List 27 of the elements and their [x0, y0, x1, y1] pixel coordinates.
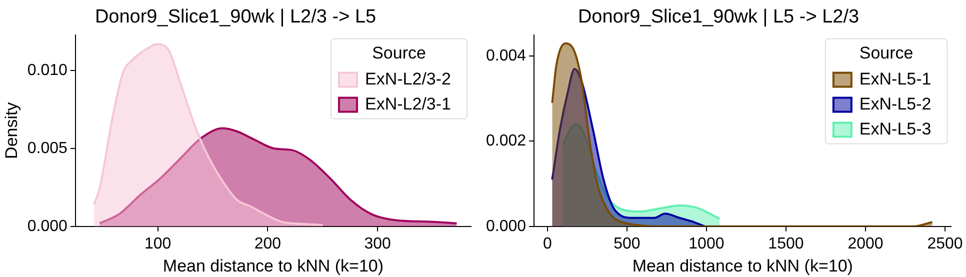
x-tick-label: 300: [364, 235, 392, 252]
x-axis-title: Mean distance to kNN (k=10): [162, 256, 384, 276]
legend-title: Source: [859, 43, 914, 62]
x-tick-label: 500: [614, 235, 640, 252]
y-tick-label: 0.002: [486, 132, 526, 150]
legend-label: ExN-L5-1: [859, 69, 932, 88]
y-tick-label: 0.004: [486, 47, 526, 64]
legend-label: ExN-L5-2: [859, 94, 932, 114]
x-tick-label: 2000: [848, 235, 884, 252]
chart-title: Donor9_Slice1_90wk | L5 -> L2/3: [578, 6, 860, 28]
legend-label: ExN-L2/3-1: [365, 94, 452, 114]
y-tick-label: 0.000: [486, 218, 526, 235]
y-tick-label: 0.000: [27, 218, 68, 235]
x-tick-label: 100: [144, 235, 172, 252]
x-tick-label: 0: [542, 235, 552, 252]
y-tick-label: 0.005: [27, 140, 68, 157]
legend-title: Source: [372, 43, 426, 62]
legend-label: ExN-L5-3: [859, 119, 932, 138]
x-tick-label: 1000: [688, 235, 724, 252]
y-tick-label: 0.010: [27, 62, 68, 80]
x-tick-label: 200: [254, 235, 282, 252]
y-axis-title: Density: [2, 102, 21, 159]
x-tick-label: 1500: [768, 235, 804, 252]
legend-label: ExN-L2/3-2: [365, 69, 452, 88]
x-axis-title: Mean distance to kNN (k=10): [632, 256, 853, 276]
chart-title: Donor9_Slice1_90wk | L2/3 -> L5: [94, 6, 376, 28]
x-tick-label: 2500: [927, 235, 963, 252]
